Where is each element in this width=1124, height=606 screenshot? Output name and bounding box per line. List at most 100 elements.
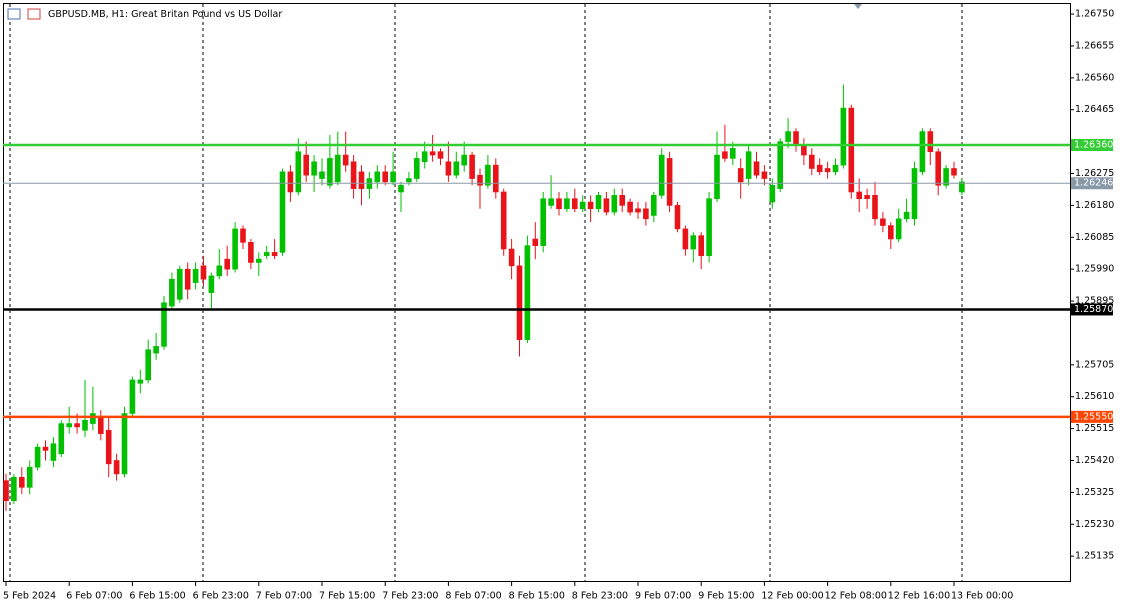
candle-body bbox=[232, 228, 238, 270]
candle-body bbox=[66, 423, 72, 428]
candle-body bbox=[793, 131, 799, 146]
candle-body bbox=[595, 195, 602, 210]
candle-body bbox=[635, 208, 641, 213]
candle-body bbox=[556, 198, 562, 210]
x-tick-label: 12 Feb 00:00 bbox=[761, 591, 823, 602]
level-label: 1.25550 bbox=[1074, 411, 1113, 422]
candle-body bbox=[74, 423, 80, 428]
candle-body bbox=[192, 268, 199, 283]
candle-body bbox=[808, 154, 815, 169]
candle-body bbox=[240, 228, 246, 243]
candle-body bbox=[674, 205, 681, 230]
candle-body bbox=[729, 148, 736, 159]
candle-body bbox=[801, 144, 807, 156]
candle-body bbox=[824, 168, 831, 173]
candle-body bbox=[579, 201, 586, 210]
candle-body bbox=[105, 429, 112, 465]
candle-body bbox=[492, 164, 499, 193]
x-tick-label: 7 Feb 15:00 bbox=[319, 591, 375, 602]
x-tick-label: 5 Feb 2024 bbox=[3, 591, 56, 602]
candle-body bbox=[690, 235, 697, 250]
candle-body bbox=[627, 201, 633, 213]
candle-body bbox=[682, 228, 689, 250]
chart-title: GBPUSD.MB, H1: Great Britan Pound vs US … bbox=[48, 9, 282, 20]
candle-body bbox=[169, 278, 175, 307]
candle-body bbox=[3, 480, 9, 502]
candle-body bbox=[643, 208, 649, 220]
candle-body bbox=[90, 413, 96, 424]
level-label-bg bbox=[1071, 410, 1113, 423]
y-tick-label: 1.25420 bbox=[1075, 455, 1114, 466]
candle-body bbox=[887, 225, 894, 240]
candle-body bbox=[295, 151, 302, 193]
candle-body bbox=[382, 171, 389, 183]
x-tick-label: 9 Feb 15:00 bbox=[698, 591, 754, 602]
candle-body bbox=[698, 235, 705, 257]
candle-body bbox=[82, 419, 88, 431]
level-label: 1.26246 bbox=[1074, 178, 1113, 189]
candle-body bbox=[303, 154, 310, 176]
candle-body bbox=[429, 151, 436, 156]
candle-body bbox=[935, 151, 942, 186]
y-tick-label: 1.25325 bbox=[1075, 487, 1114, 498]
y-tick-label: 1.25610 bbox=[1075, 391, 1114, 402]
chart-icon bbox=[27, 8, 41, 20]
candle-body bbox=[745, 151, 752, 179]
candle-body bbox=[500, 191, 507, 250]
candle-body bbox=[177, 268, 183, 300]
candle-body bbox=[263, 252, 270, 257]
candle-body bbox=[26, 466, 33, 488]
candle-body bbox=[224, 258, 230, 270]
candle-body bbox=[587, 201, 594, 210]
candle-body bbox=[737, 168, 744, 183]
candle-body bbox=[761, 171, 768, 179]
candle-body bbox=[516, 265, 523, 340]
candle-body bbox=[390, 171, 396, 183]
candle-body bbox=[11, 476, 17, 502]
candle-body bbox=[398, 184, 404, 193]
candle-body bbox=[50, 443, 57, 461]
candle-body bbox=[184, 268, 191, 290]
candle-body bbox=[406, 178, 412, 183]
candle-body bbox=[137, 379, 144, 384]
candle-body bbox=[113, 460, 120, 475]
candle-body bbox=[959, 181, 965, 193]
candle-body bbox=[121, 413, 128, 475]
level-label: 1.25870 bbox=[1074, 304, 1113, 315]
candle-body bbox=[98, 416, 104, 434]
candle-body bbox=[540, 198, 547, 246]
x-tick-label: 9 Feb 07:00 bbox=[635, 591, 691, 602]
candle-body bbox=[571, 198, 578, 210]
candle-body bbox=[785, 131, 791, 142]
x-tick-label: 6 Feb 23:00 bbox=[193, 591, 249, 602]
candle-body bbox=[753, 161, 760, 176]
level-label: 1.26360 bbox=[1074, 139, 1113, 150]
candle-body bbox=[279, 171, 286, 253]
candle-body bbox=[658, 154, 665, 196]
y-tick-label: 1.26655 bbox=[1075, 40, 1114, 51]
x-tick-label: 12 Feb 08:00 bbox=[825, 591, 887, 602]
candle-body bbox=[532, 238, 539, 246]
candle-body bbox=[469, 154, 475, 179]
candle-body bbox=[832, 164, 839, 173]
candle-body bbox=[271, 252, 278, 257]
x-tick-label: 13 Feb 00:00 bbox=[951, 591, 1013, 602]
x-tick-label: 6 Feb 07:00 bbox=[66, 591, 122, 602]
candle-body bbox=[216, 265, 223, 277]
y-tick-label: 1.26180 bbox=[1075, 200, 1114, 211]
x-tick-label: 8 Feb 23:00 bbox=[572, 591, 628, 602]
candle-body bbox=[334, 154, 341, 183]
candle-body bbox=[161, 302, 167, 347]
candle-body bbox=[153, 346, 159, 354]
candle-body bbox=[603, 198, 610, 213]
y-tick-label: 1.25515 bbox=[1075, 423, 1114, 434]
candle-body bbox=[445, 161, 452, 176]
x-tick-label: 7 Feb 07:00 bbox=[256, 591, 312, 602]
candle-body bbox=[18, 476, 25, 488]
plot-area bbox=[3, 3, 1071, 582]
x-tick-label: 8 Feb 15:00 bbox=[509, 591, 565, 602]
candle-body bbox=[769, 184, 776, 203]
candle-body bbox=[816, 164, 823, 173]
candle-body bbox=[358, 171, 365, 189]
